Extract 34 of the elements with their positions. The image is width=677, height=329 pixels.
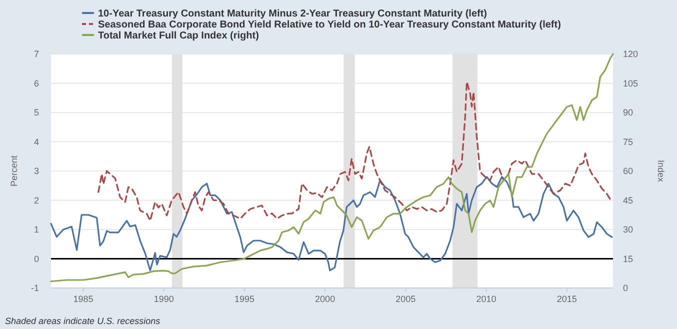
x-tick-label: 2000 [315, 294, 336, 304]
y2-tick-label: 120 [623, 49, 638, 59]
y-tick-label: 3 [34, 166, 39, 176]
y-tick-label: 6 [34, 78, 39, 88]
y-tick-label: 7 [34, 49, 39, 59]
y2-tick-label: 15 [623, 254, 634, 264]
y2-tick-label: 75 [623, 136, 634, 147]
y-tick-label: 5 [34, 108, 39, 118]
legend-label: 10-Year Treasury Constant Maturity Minus 2-Year Treasury Constant Maturity (left) [98, 8, 487, 20]
y-tick-label: 1 [34, 224, 39, 234]
y-tick-label: 2 [34, 195, 39, 206]
x-tick-label: 1995 [234, 294, 254, 304]
x-tick-label: 2010 [476, 294, 496, 304]
y2-axis-title: Index [656, 160, 666, 182]
y-tick-label: 4 [34, 136, 39, 147]
legend-label: Total Market Full Cap Index (right) [98, 30, 259, 42]
line-series [50, 176, 613, 272]
x-tick-label: 2005 [396, 294, 416, 304]
line-series [50, 53, 614, 282]
y2-tick-label: 30 [623, 224, 634, 234]
y2-tick-label: 0 [623, 283, 628, 293]
x-tick-label: 1985 [73, 294, 94, 304]
y2-tick-label: 45 [623, 195, 634, 206]
x-tick-label: 1990 [154, 294, 174, 304]
line-series [98, 80, 613, 222]
y-tick-label: -1 [30, 283, 39, 293]
legend-label: Seasoned Baa Corporate Bond Yield Relative to Yield on 10-Year Treasury Constant Maturity (left) [98, 20, 561, 30]
x-tick-label: 2015 [556, 294, 577, 304]
y-axis-title: Percent [9, 155, 19, 187]
y-tick-label: 0 [34, 254, 39, 264]
y2-tick-label: 60 [623, 166, 634, 176]
y2-tick-label: 105 [623, 78, 638, 88]
y2-tick-label: 90 [623, 108, 634, 118]
text: Shaded areas indicate U.S. recessions [5, 316, 161, 326]
